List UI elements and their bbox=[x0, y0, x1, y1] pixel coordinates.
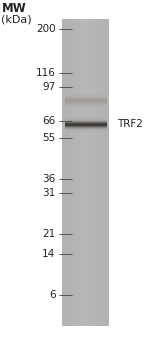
Text: 55: 55 bbox=[42, 133, 56, 143]
Text: 14: 14 bbox=[42, 249, 56, 259]
Text: (kDa): (kDa) bbox=[2, 14, 32, 24]
Text: 97: 97 bbox=[42, 82, 56, 92]
Bar bbox=[63, 19, 108, 326]
Text: TRF2: TRF2 bbox=[117, 119, 143, 130]
Text: 200: 200 bbox=[36, 24, 56, 34]
Text: 6: 6 bbox=[49, 290, 56, 300]
Text: 116: 116 bbox=[36, 68, 56, 78]
Text: 66: 66 bbox=[42, 116, 56, 126]
Text: 31: 31 bbox=[42, 188, 56, 198]
Text: 36: 36 bbox=[42, 174, 56, 184]
Text: 21: 21 bbox=[42, 228, 56, 239]
Text: MW: MW bbox=[2, 2, 26, 15]
